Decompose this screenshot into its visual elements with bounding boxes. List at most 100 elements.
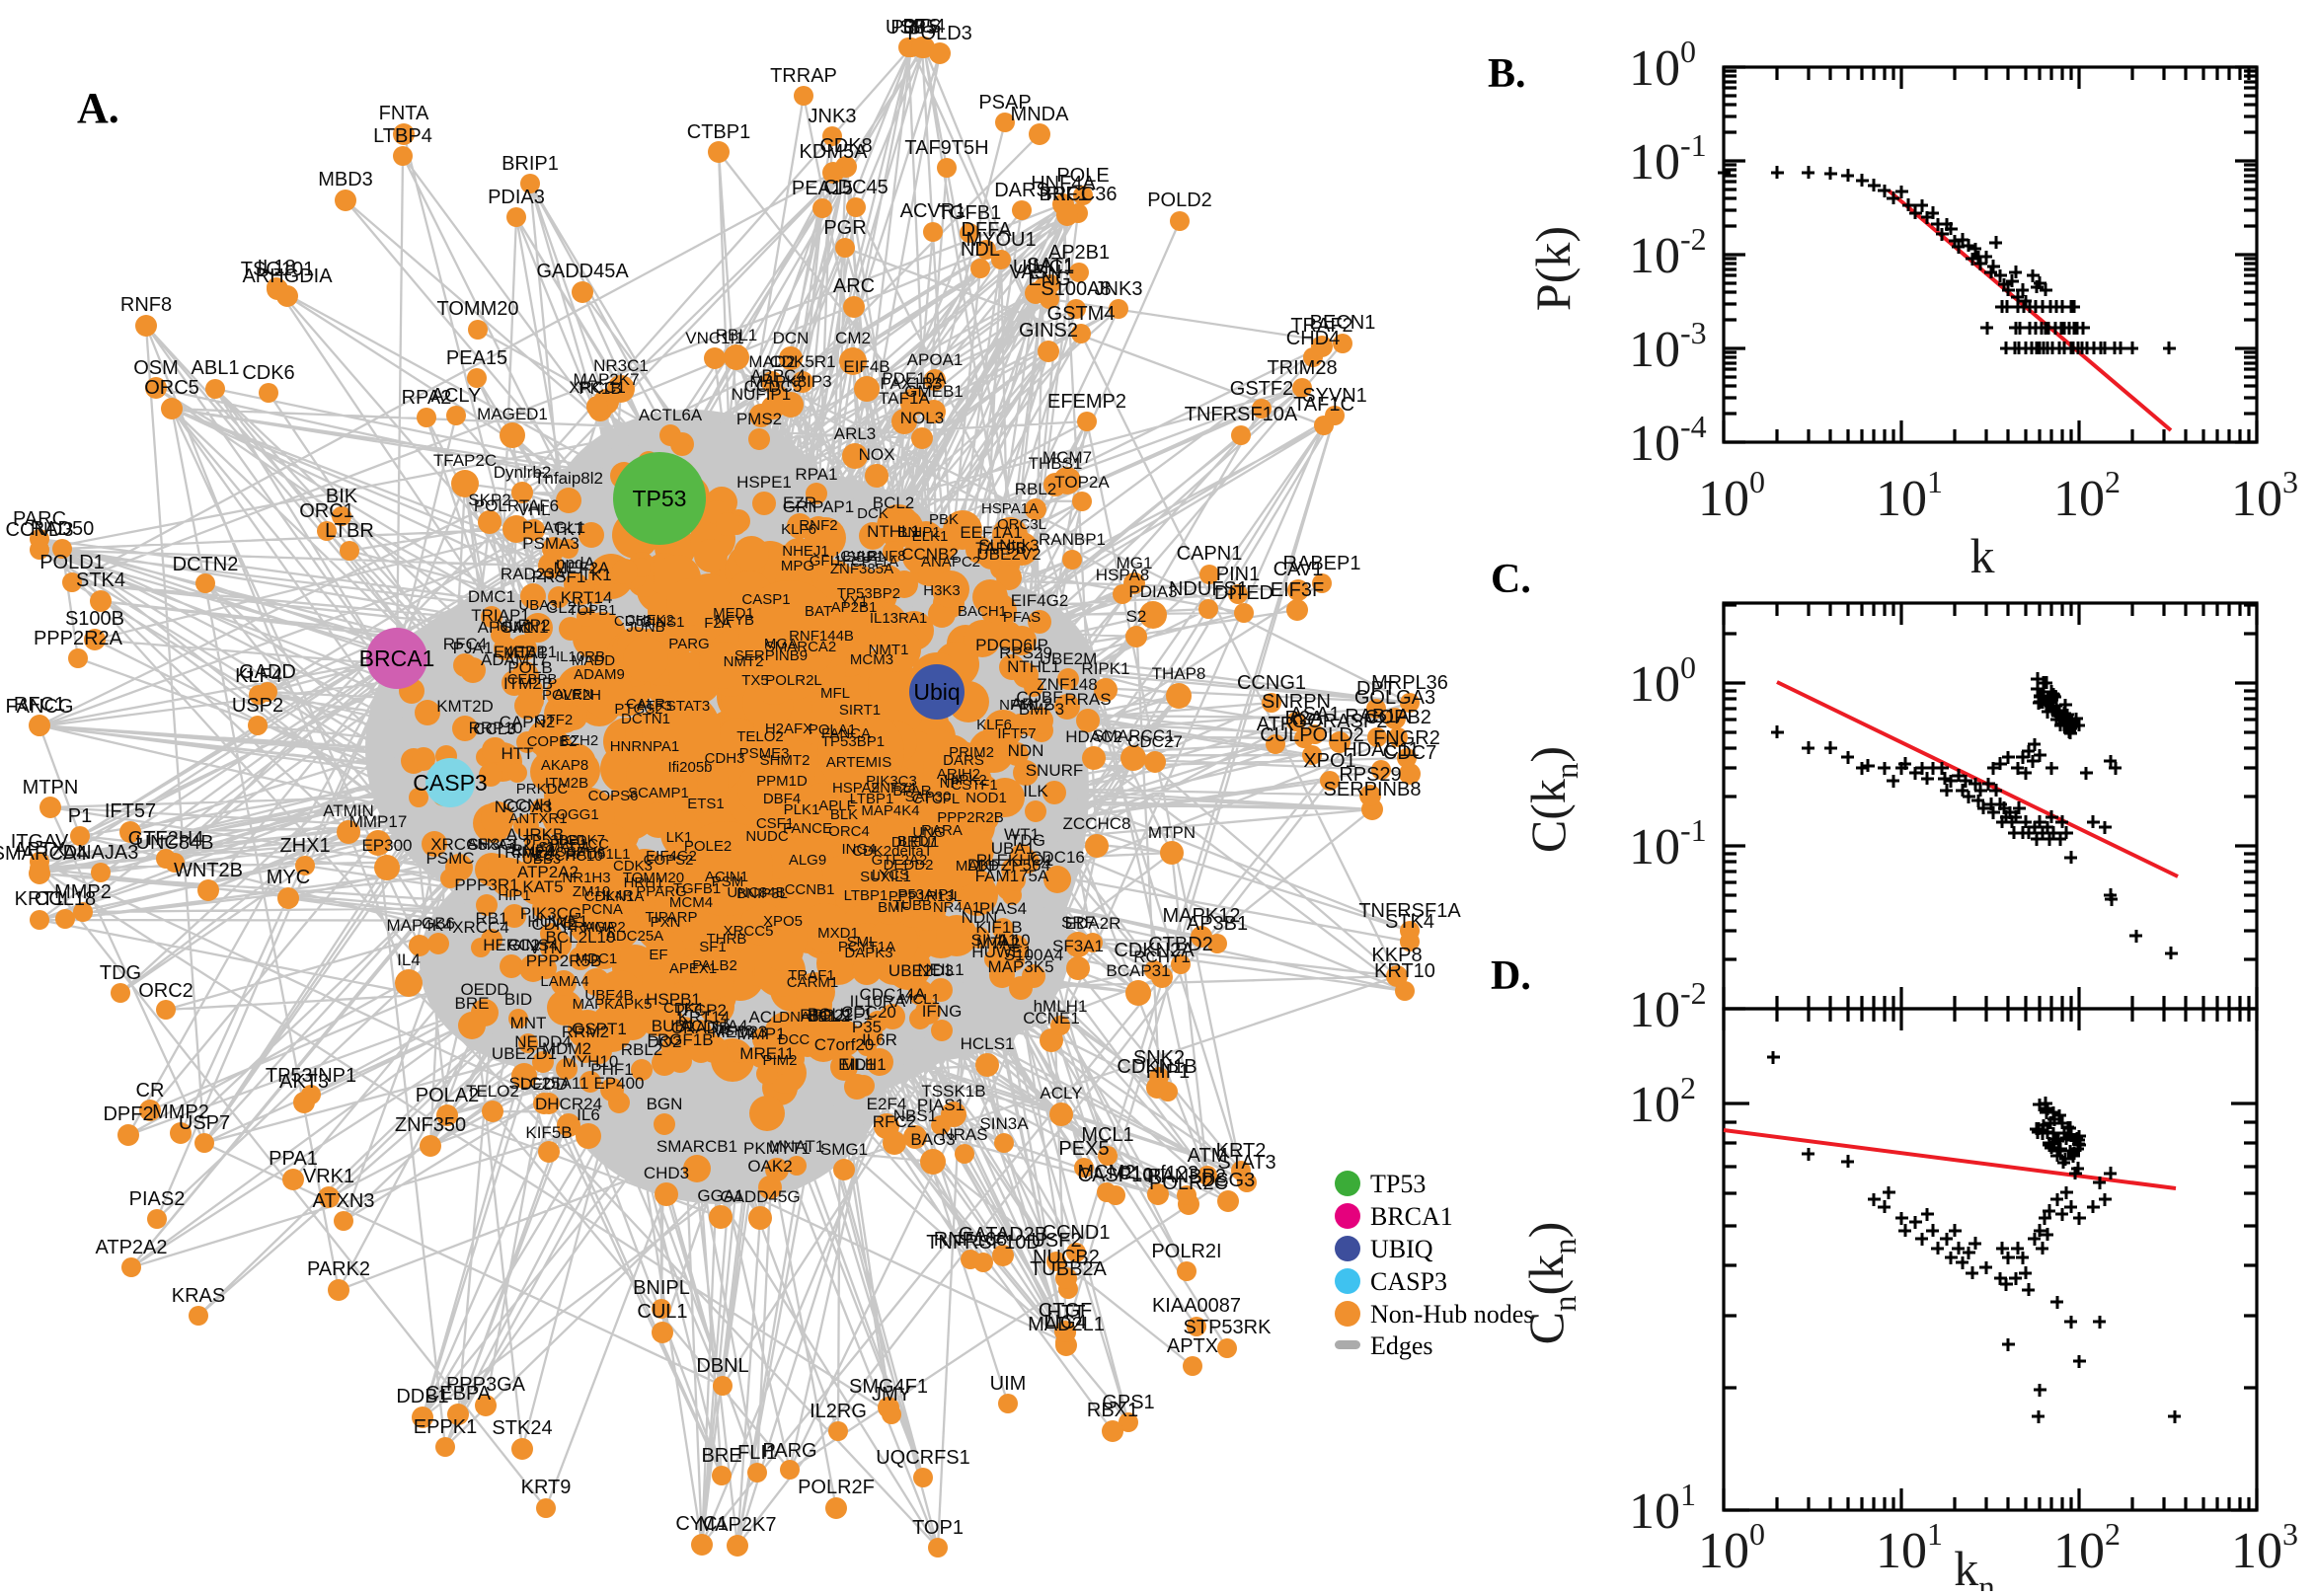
- svg-text:SMARCC1: SMARCC1: [1092, 726, 1174, 745]
- svg-text:S100A4: S100A4: [1004, 946, 1064, 964]
- svg-text:ABPC4: ABPC4: [750, 366, 806, 385]
- svg-text:COPB2: COPB2: [527, 733, 578, 750]
- svg-text:ARIH2: ARIH2: [937, 766, 980, 783]
- svg-text:10: 10: [2231, 1523, 2282, 1579]
- svg-text:MCM7: MCM7: [1042, 448, 1092, 467]
- svg-text:RFC1: RFC1: [14, 694, 65, 716]
- svg-text:HDAC2: HDAC2: [1065, 727, 1122, 746]
- svg-text:CTBP1: CTBP1: [687, 121, 750, 143]
- svg-text:OAK2: OAK2: [747, 1157, 792, 1176]
- svg-text:NOX: NOX: [859, 445, 895, 464]
- svg-text:TAF1C: TAF1C: [1293, 394, 1354, 416]
- svg-text:R2A: R2A: [1285, 708, 1325, 729]
- svg-text:JUNB: JUNB: [626, 619, 664, 636]
- svg-text:BCAP31: BCAP31: [1106, 961, 1170, 980]
- svg-text:C.: C.: [1491, 557, 1531, 602]
- svg-text:BFAR: BFAR: [892, 783, 931, 799]
- svg-text:KIF1B: KIF1B: [975, 918, 1022, 937]
- svg-text:MSH3: MSH3: [712, 1023, 753, 1039]
- svg-text:VASN: VASN: [1010, 262, 1062, 283]
- svg-text:PDIA3: PDIA3: [1128, 582, 1177, 601]
- svg-text:POLD1: POLD1: [39, 552, 105, 573]
- svg-text:B.: B.: [1488, 51, 1526, 97]
- svg-text:CCL18: CCL18: [35, 888, 96, 910]
- svg-text:KRT14: KRT14: [561, 588, 613, 607]
- svg-text:RRP10: RRP10: [469, 719, 523, 737]
- svg-text:CDC7: CDC7: [1383, 742, 1436, 764]
- svg-text:BNIP1: BNIP1: [897, 524, 940, 541]
- svg-text:10: 10: [1876, 471, 1927, 527]
- svg-text:PPP1CC: PPP1CC: [550, 836, 609, 853]
- svg-text:NDN: NDN: [962, 908, 998, 927]
- svg-text:CCNB1: CCNB1: [785, 881, 835, 898]
- svg-text:FRGF1B: FRGF1B: [647, 1030, 713, 1049]
- svg-text:MMP17: MMP17: [349, 812, 408, 831]
- svg-text:AURKB: AURKB: [506, 825, 565, 844]
- svg-text:POU2F1: POU2F1: [808, 1005, 873, 1024]
- svg-text:TOP1: TOP1: [912, 1517, 964, 1539]
- svg-text:POLB: POLB: [507, 658, 552, 677]
- svg-text:USP2: USP2: [232, 695, 283, 717]
- svg-text:SKP2: SKP2: [468, 491, 510, 509]
- svg-text:SMG1: SMG1: [820, 1140, 868, 1159]
- svg-text:PARG: PARG: [762, 1440, 816, 1462]
- svg-text:TSSK1B: TSSK1B: [921, 1082, 985, 1101]
- svg-text:FAM175A: FAM175A: [975, 867, 1049, 885]
- svg-text:P53AIP1: P53AIP1: [897, 886, 956, 903]
- svg-text:PIAS1: PIAS1: [917, 1096, 965, 1114]
- svg-text:NCOA3: NCOA3: [495, 798, 553, 816]
- svg-text:BRD7: BRD7: [897, 833, 937, 850]
- svg-text:EP400: EP400: [593, 1074, 644, 1093]
- svg-text:RB1: RB1: [475, 909, 507, 928]
- svg-text:PALB2: PALB2: [692, 957, 737, 974]
- svg-text:UBE4B: UBE4B: [584, 987, 633, 1004]
- svg-text:ZNF148: ZNF148: [1037, 675, 1097, 694]
- svg-text:ATP2A2: ATP2A2: [517, 863, 579, 881]
- svg-text:COPB2: COPB2: [1364, 707, 1431, 728]
- svg-text:DFFA: DFFA: [961, 219, 1012, 241]
- svg-text:CSF1: CSF1: [756, 815, 794, 832]
- svg-text:KDM5A: KDM5A: [800, 141, 869, 163]
- svg-text:NR3C1: NR3C1: [593, 356, 649, 375]
- svg-text:HTT: HTT: [501, 744, 533, 763]
- svg-text:PIK3CG: PIK3CG: [520, 904, 581, 923]
- svg-text:CCND1: CCND1: [1042, 1222, 1111, 1244]
- svg-text:THAP8: THAP8: [1152, 664, 1206, 683]
- svg-text:BRCC36: BRCC36: [1040, 184, 1118, 205]
- svg-text:PIAS4: PIAS4: [979, 899, 1027, 918]
- svg-text:SERPINB8: SERPINB8: [1324, 779, 1422, 800]
- svg-text:CVL2: CVL2: [840, 548, 878, 565]
- svg-text:10: 10: [1876, 1523, 1927, 1579]
- svg-text:ARC: ARC: [833, 275, 875, 297]
- svg-text:PBK: PBK: [929, 511, 959, 528]
- svg-text:THBS1: THBS1: [1029, 454, 1083, 473]
- svg-text:BMF: BMF: [878, 899, 909, 916]
- svg-text:SMG4F1: SMG4F1: [849, 1376, 928, 1398]
- svg-text:RPA1: RPA1: [795, 465, 837, 484]
- svg-text:PKMYT1: PKMYT1: [743, 1139, 811, 1158]
- svg-text:PPARG: PPARG: [636, 883, 686, 900]
- svg-text:10: 10: [1629, 40, 1680, 97]
- svg-text:TOMM20: TOMM20: [623, 870, 684, 886]
- svg-text:10: 10: [2053, 1523, 2105, 1579]
- svg-text:ACVR1: ACVR1: [900, 200, 966, 222]
- svg-text:CAPN2: CAPN2: [500, 713, 556, 731]
- svg-text:UBA1: UBA1: [991, 839, 1035, 858]
- svg-text:10: 10: [1629, 819, 1680, 875]
- svg-text:IL4: IL4: [397, 950, 421, 969]
- svg-text:C7orf20: C7orf20: [814, 1035, 874, 1054]
- svg-text:MTPN: MTPN: [23, 777, 79, 798]
- svg-text:THRB: THRB: [707, 931, 747, 948]
- svg-text:TUBB2A: TUBB2A: [1030, 1258, 1107, 1280]
- svg-text:k: k: [1970, 528, 1995, 583]
- svg-text:UNC84B: UNC84B: [727, 884, 785, 901]
- svg-text:VHL: VHL: [517, 500, 550, 519]
- svg-text:-1: -1: [1680, 812, 1707, 848]
- svg-text:ITGAV: ITGAV: [11, 831, 69, 853]
- svg-text:ZCCHC10: ZCCHC10: [534, 848, 602, 865]
- svg-text:MAGED1: MAGED1: [477, 405, 548, 423]
- svg-text:CDK3: CDK3: [613, 858, 653, 874]
- svg-text:YY1: YY1: [840, 593, 868, 610]
- svg-text:GMEB1: GMEB1: [904, 382, 964, 401]
- svg-text:RIF1: RIF1: [1045, 184, 1088, 205]
